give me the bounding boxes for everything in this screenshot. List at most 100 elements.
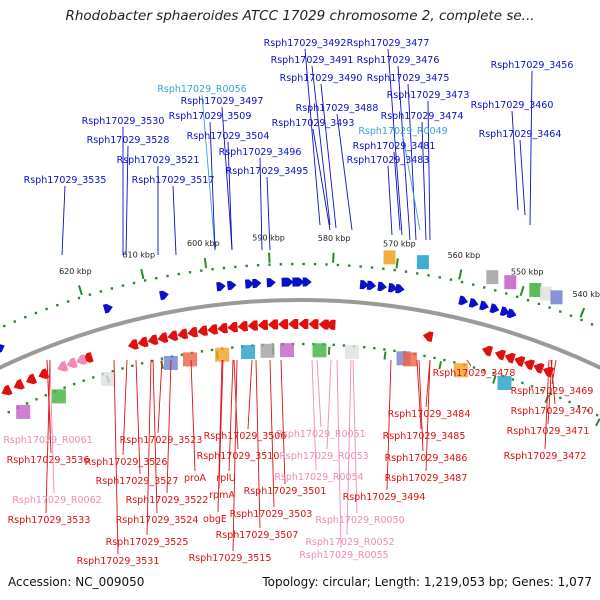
track-dot bbox=[143, 279, 147, 282]
forward-label-leader bbox=[519, 139, 526, 216]
forward-gene-label: Rsph17029_3488 bbox=[296, 103, 379, 114]
track-dot bbox=[530, 385, 534, 388]
reverse-label-leader bbox=[122, 359, 128, 456]
reverse-label-leader bbox=[466, 359, 472, 367]
tick-label: 600 kbp bbox=[187, 239, 220, 248]
track-dot bbox=[549, 392, 553, 396]
tick-label: 550 kbp bbox=[511, 268, 544, 277]
track-dot bbox=[336, 263, 340, 267]
reverse-gene-arrow bbox=[278, 319, 289, 330]
reverse-label-leader bbox=[232, 359, 238, 552]
gc-plot-block bbox=[383, 250, 396, 265]
gc-plot-block bbox=[402, 352, 417, 367]
reverse-gene-label: Rsph17029_3536 bbox=[7, 455, 90, 466]
forward-gene-arrow bbox=[506, 308, 517, 319]
tick-label: 540 kbp bbox=[572, 290, 600, 299]
forward-label-leader bbox=[172, 185, 177, 256]
track-dot bbox=[569, 314, 573, 317]
track-dot bbox=[383, 348, 386, 351]
reverse-gene-arrow bbox=[494, 349, 507, 361]
track-dot bbox=[166, 274, 169, 278]
forward-gene-arrow bbox=[292, 277, 301, 287]
forward-label-leader bbox=[209, 121, 216, 251]
reverse-label-leader bbox=[152, 359, 158, 514]
reverse-gene-label: Rsph17029_3487 bbox=[385, 473, 468, 484]
reverse-gene-label: Rsph17029_3484 bbox=[388, 409, 471, 420]
reverse-gene-arrow bbox=[167, 330, 179, 341]
reverse-gene-label: Rsph17029_3507 bbox=[216, 530, 299, 541]
track-dot bbox=[427, 274, 430, 277]
forward-gene-label: Rsph17029_3509 bbox=[169, 111, 252, 122]
forward-label-leader bbox=[336, 113, 353, 231]
track-dot bbox=[210, 348, 214, 352]
forward-label-leader bbox=[304, 48, 321, 226]
backbone bbox=[0, 298, 600, 370]
reverse-gene-arrow bbox=[482, 345, 494, 357]
reverse-gene-label: Rsph17029_3522 bbox=[126, 495, 209, 506]
track-dot bbox=[121, 284, 125, 287]
reverse-gene-label: Rsph17029_3523 bbox=[120, 435, 203, 446]
reverse-gene-arrow bbox=[267, 319, 279, 330]
reverse-label-leader bbox=[311, 359, 317, 471]
forward-gene-arrow bbox=[281, 277, 290, 287]
track-dot bbox=[362, 345, 366, 349]
forward-gene-arrow bbox=[216, 281, 226, 292]
forward-gene-label: Rsph17029_3521 bbox=[117, 155, 200, 166]
reverse-gene-label: Rsph17029_R0062 bbox=[12, 495, 101, 506]
reverse-label-leader bbox=[228, 359, 234, 472]
track-dot bbox=[313, 262, 317, 266]
gc-plot-block bbox=[504, 275, 517, 290]
reverse-label-leader bbox=[326, 359, 332, 450]
reverse-gene-label: Rsph17029_3501 bbox=[244, 486, 327, 497]
track-dot bbox=[302, 342, 305, 346]
reverse-gene-arrow bbox=[207, 324, 218, 335]
accession-text: Accession: NC_009050 bbox=[8, 575, 145, 589]
reverse-label-leader bbox=[386, 359, 392, 491]
track-dot bbox=[393, 268, 396, 272]
forward-label-leader bbox=[407, 83, 417, 241]
track-dot bbox=[211, 268, 214, 271]
reverse-label-leader bbox=[157, 359, 163, 434]
forward-gene-label: Rsph17029_3535 bbox=[24, 175, 107, 186]
forward-gene-label: Rsph17029_3477 bbox=[347, 38, 430, 49]
forward-gene-label: Rsph17029_3481 bbox=[353, 141, 436, 152]
reverse-gene-label: Rsph17029_R0050 bbox=[315, 515, 404, 526]
reverse-gene-label: Rsph17029_3494 bbox=[343, 492, 426, 503]
track-dot bbox=[540, 388, 543, 392]
forward-label-leader bbox=[427, 100, 431, 241]
track-dot bbox=[586, 409, 590, 412]
track-dot bbox=[482, 369, 486, 372]
reverse-gene-label: Rsph17029_3471 bbox=[507, 426, 590, 437]
reverse-rna-arrow bbox=[57, 360, 69, 372]
track-dot bbox=[494, 289, 497, 292]
forward-gene-arrow bbox=[226, 280, 237, 291]
reverse-gene-label: rpmA bbox=[209, 490, 235, 501]
forward-gene-arrow bbox=[499, 306, 510, 317]
reverse-gene-arrow bbox=[308, 319, 319, 330]
track-dot bbox=[373, 347, 376, 350]
reverse-gene-arrow bbox=[187, 326, 198, 338]
track-dot bbox=[7, 410, 10, 414]
reverse-gene-label: Rsph17029_R0055 bbox=[299, 550, 388, 561]
reverse-gene-arrow bbox=[325, 319, 336, 330]
track-dot bbox=[234, 265, 237, 269]
track-dot bbox=[63, 386, 66, 389]
track-dot bbox=[188, 271, 192, 274]
forward-label-leader bbox=[387, 48, 403, 236]
track-dot bbox=[302, 262, 305, 266]
reverse-label-leader bbox=[336, 359, 342, 549]
reverse-label-leader bbox=[135, 359, 141, 475]
forward-label-leader bbox=[312, 128, 331, 231]
track-dot bbox=[99, 290, 103, 293]
track-dot bbox=[548, 306, 551, 309]
track-dot bbox=[150, 359, 154, 363]
track-dot bbox=[88, 293, 92, 296]
track-dot bbox=[332, 343, 335, 347]
forward-gene-arrow bbox=[252, 278, 262, 289]
track-dot bbox=[35, 398, 38, 401]
forward-gene-label: Rsph17029_3496 bbox=[219, 147, 302, 158]
track-dot bbox=[279, 263, 283, 266]
track-dot bbox=[72, 382, 76, 386]
track-dot bbox=[56, 303, 59, 307]
forward-gene-label: Rsph17029_3495 bbox=[226, 166, 309, 177]
